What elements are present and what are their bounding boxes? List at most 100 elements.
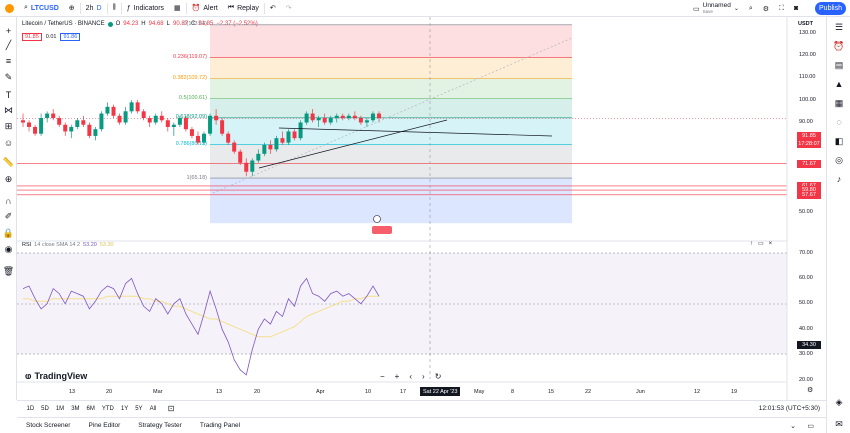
event-icon[interactable] [373, 215, 381, 223]
fib-trend-line[interactable] [212, 37, 573, 194]
timeframe-6m[interactable]: 6M [86, 405, 95, 412]
fib-band-1 [210, 57, 572, 79]
legend-l-value: 90.87 [172, 21, 188, 27]
zoom-out-icon[interactable]: − [380, 372, 385, 381]
triangle-lower-line[interactable] [258, 119, 448, 169]
close-icon[interactable]: × [768, 240, 773, 247]
maximize-icon[interactable]: ▭ [807, 422, 814, 430]
menu-button[interactable] [0, 0, 19, 17]
timeframe-ytd[interactable]: YTD [101, 405, 114, 412]
scroll-right-icon[interactable]: › [422, 372, 425, 381]
notifications-button[interactable]: ♪ [832, 172, 846, 186]
redo-button[interactable]: ↷ [281, 0, 297, 17]
hotlists-button[interactable]: ▲ [832, 77, 846, 91]
tradingview-logo[interactable]: ⱷ TradingView [25, 371, 87, 381]
dividend-badge[interactable] [372, 226, 392, 234]
text-tool[interactable]: T [2, 88, 15, 101]
tab-stock-screener[interactable]: Stock Screener [26, 422, 71, 429]
fullscreen-icon: ⛶ [779, 4, 784, 12]
countdown-label: 17:28:07 [797, 140, 821, 148]
icon-tool[interactable]: ☺ [2, 136, 15, 149]
magnet-tool[interactable]: ∩ [2, 194, 15, 207]
compare-button[interactable]: ⊕ [64, 0, 80, 17]
alert-button[interactable]: ⏰ Alert [187, 0, 223, 17]
tab-strategy-tester[interactable]: Strategy Tester [138, 422, 182, 429]
prediction-icon: ⊞ [4, 121, 13, 131]
ruler-tool[interactable]: 📏 [2, 156, 15, 169]
currency-label[interactable]: USDT [798, 21, 813, 27]
trend-line-tool[interactable]: ╱ [2, 39, 15, 52]
tab-trading-panel[interactable]: Trading Panel [199, 422, 241, 429]
publish-button[interactable]: Publish [815, 2, 846, 15]
scroll-left-icon[interactable]: ‹ [409, 372, 413, 381]
help-icon: ◈ [835, 396, 843, 407]
help-button[interactable]: ◈ [832, 395, 846, 409]
search-button[interactable]: ⌕ [744, 0, 758, 17]
rsi-legend[interactable]: RSI 14 close SMA 14 2 53.20 53.30 [22, 242, 114, 248]
prediction-tool[interactable]: ⊞ [2, 120, 15, 133]
lines-icon: ≡ [5, 55, 12, 66]
crosshair-tool[interactable]: + [2, 24, 15, 37]
lock-icon: 🔒 [2, 228, 15, 238]
remove-drawings-tool[interactable]: 🗑 [2, 265, 15, 278]
crosshair-icon: + [5, 25, 12, 36]
timeframe-5y[interactable]: 5Y [135, 405, 143, 412]
candle-body [274, 138, 279, 150]
undo-button[interactable]: ↶ [265, 0, 281, 17]
brush-tool[interactable]: ✎ [2, 71, 15, 84]
ideas-button[interactable]: ◌ [832, 115, 846, 129]
watchlist-button[interactable]: ☰ [832, 20, 846, 34]
arrow-up-icon[interactable]: ↑ [750, 240, 753, 247]
lock-drawing-tool[interactable]: ✐ [2, 210, 15, 223]
ask-box[interactable]: 91.86 [60, 33, 81, 41]
timeframe-1m[interactable]: 1M [55, 405, 65, 412]
indicators-button[interactable]: ƒ Indicators [122, 0, 169, 17]
candle-body [69, 126, 74, 132]
timeframe-1d[interactable]: 1D [26, 405, 35, 412]
pattern-tool[interactable]: ⋈ [2, 104, 15, 117]
horizontal-line-tool[interactable]: ≡ [2, 54, 15, 67]
timeframe-1y[interactable]: 1Y [120, 405, 129, 412]
price-tick: 110.00 [799, 74, 816, 81]
timeframe-all[interactable]: All [149, 405, 157, 412]
templates-button[interactable]: ▦ [169, 0, 186, 17]
layout-button[interactable]: ▭ Unnamed Save ⌄ [688, 0, 744, 17]
hide-drawings-tool[interactable]: ◉ [2, 243, 15, 256]
legend-h-value: 94.68 [148, 21, 164, 27]
alerts-button[interactable]: ⏰ [832, 39, 846, 53]
tab-pine-editor[interactable]: Pine Editor [88, 422, 121, 429]
bid-box[interactable]: 91.85 [22, 33, 42, 41]
streams-button[interactable]: ◎ [832, 153, 846, 167]
snapshot-button[interactable]: ◙ [789, 0, 803, 17]
data-window-button[interactable]: ▤ [832, 58, 846, 72]
fullscreen-button[interactable]: ⛶ [774, 0, 789, 17]
triangle-upper-line[interactable] [278, 127, 553, 137]
timeframe-5d[interactable]: 5D [41, 405, 49, 412]
symbol-search-button[interactable]: ⌕ LTCUSD [19, 0, 64, 17]
fib-retracement[interactable] [210, 24, 572, 224]
bottom-tab-list: Stock Screener Pine Editor Strategy Tester… [17, 418, 249, 433]
settings-button[interactable]: ⚙ [758, 0, 774, 17]
interval-button[interactable]: 2h D [81, 0, 107, 17]
lock-tool[interactable]: 🔒 [2, 227, 15, 240]
clock-label[interactable]: 12:01:53 (UTC+5:30) [758, 405, 820, 412]
rsi-label: RSI [22, 242, 32, 248]
price-tick: 50.00 [799, 208, 813, 215]
time-tick: 22 [585, 389, 592, 395]
maximize-icon[interactable]: ▭ [758, 241, 764, 247]
date-range-icon[interactable]: ⊡ [167, 404, 175, 413]
timeframe-3m[interactable]: 3M [71, 405, 80, 412]
candles-type-button[interactable]: ⫼ [108, 0, 121, 17]
chevron-down-icon[interactable]: ⌄ [790, 422, 796, 430]
legend-title[interactable]: Litecoin / TetherUS · BINANCE [22, 21, 105, 27]
chat-bubble-button[interactable]: ✉ [832, 417, 846, 431]
zoom-tool[interactable]: ⊕ [2, 173, 15, 186]
replay-button[interactable]: ⏮ Replay [223, 0, 264, 17]
calendar-button[interactable]: ▦ [832, 96, 846, 110]
zoom-in-icon[interactable]: + [394, 372, 400, 381]
brush-icon: ✎ [4, 72, 13, 82]
chat-button[interactable]: ◧ [832, 134, 846, 148]
reset-icon[interactable]: ↻ [434, 372, 442, 381]
chart-canvas[interactable] [17, 17, 826, 400]
axis-settings-button[interactable]: ⚙ [807, 386, 813, 394]
